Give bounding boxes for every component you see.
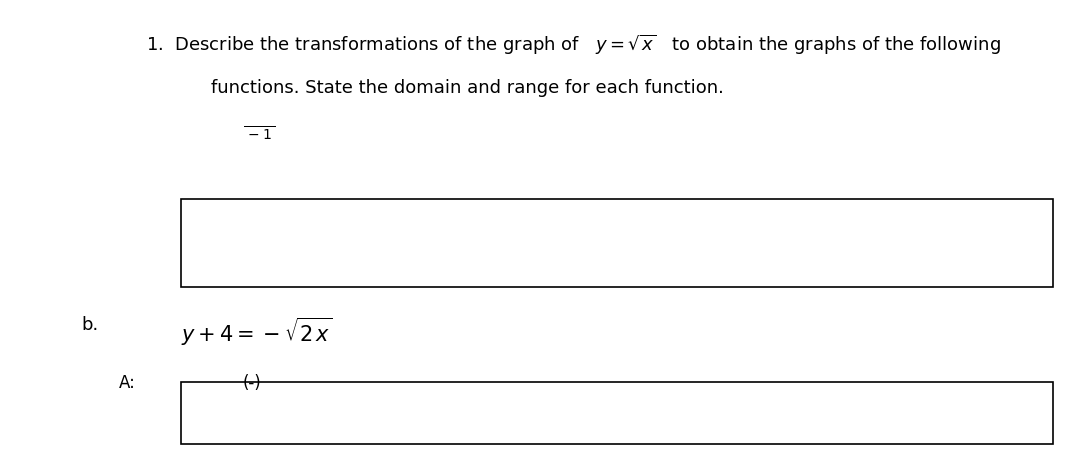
- Text: A:: A:: [119, 373, 136, 391]
- Text: $y+4=-\sqrt{2\,x}$: $y+4=-\sqrt{2\,x}$: [181, 315, 333, 347]
- Text: $\overline{\,-1\,}$: $\overline{\,-1\,}$: [243, 125, 275, 143]
- Text: 1.  Describe the transformations of the graph of   $y=\sqrt{x}$   to obtain the : 1. Describe the transformations of the g…: [146, 32, 1000, 56]
- Text: b.: b.: [81, 315, 98, 333]
- Text: (-): (-): [243, 373, 261, 391]
- FancyBboxPatch shape: [181, 199, 1053, 287]
- Text: functions. State the domain and range for each function.: functions. State the domain and range fo…: [211, 79, 724, 97]
- FancyBboxPatch shape: [181, 382, 1053, 444]
